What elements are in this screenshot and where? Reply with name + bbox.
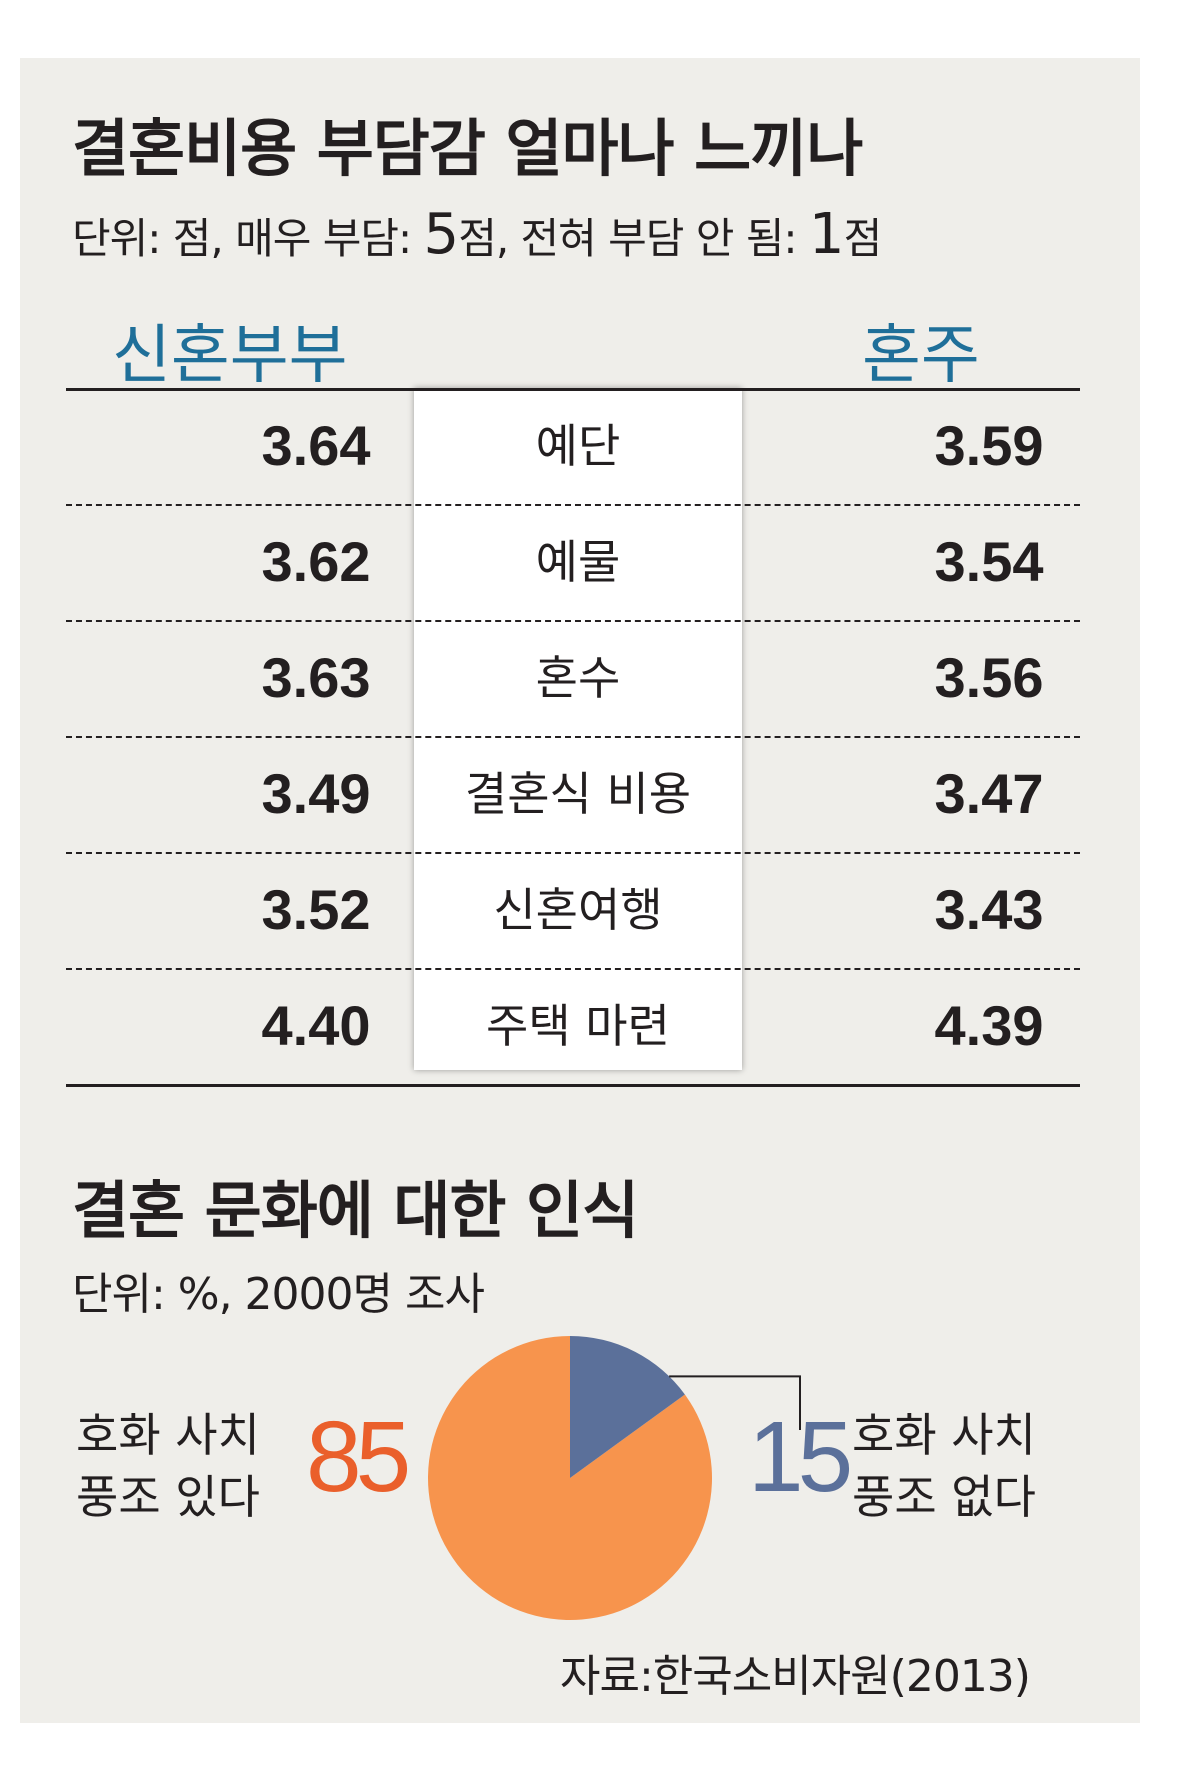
- table-title: 결혼비용 부담감 얼마나 느끼나: [72, 112, 863, 185]
- value-parents: 3.54: [934, 530, 1044, 593]
- pie-leader-line: [669, 1375, 801, 1430]
- table-bottom-rule: [66, 1084, 1080, 1087]
- value-parents: 3.59: [934, 414, 1044, 477]
- value-newlyweds: 3.64: [261, 414, 371, 477]
- pie-slice-yes: [427, 1335, 712, 1620]
- table-row: 3.62 예물 3.54: [66, 504, 1080, 620]
- category-label: 예단: [535, 419, 621, 473]
- table-row: 3.63 혼수 3.56: [66, 620, 1080, 736]
- table-row: 3.49 결혼식 비용 3.47: [66, 736, 1080, 852]
- value-newlyweds: 3.52: [261, 878, 371, 941]
- column-header-newlyweds: 신혼부부: [112, 319, 348, 393]
- column-header-parents: 혼주: [862, 319, 980, 393]
- value-parents: 3.43: [934, 878, 1044, 941]
- value-newlyweds: 3.49: [261, 762, 371, 825]
- table-top-rule: [66, 388, 1080, 391]
- pie-slice-no: [570, 1336, 685, 1478]
- category-label: 신혼여행: [493, 883, 663, 937]
- value-parents: 4.39: [934, 994, 1044, 1057]
- row-divider: [66, 968, 1080, 970]
- category-label: 예물: [535, 535, 621, 589]
- value-newlyweds: 4.40: [261, 994, 371, 1057]
- row-divider: [66, 620, 1080, 622]
- pie-label-no: 호화 사치 풍조 없다: [852, 1408, 1036, 1524]
- pie-title: 결혼 문화에 대한 인식: [72, 1174, 639, 1247]
- row-divider: [66, 736, 1080, 738]
- table-subtitle: 단위: 점, 매우 부담: 5점, 전혀 부담 안 됨: 1점: [72, 202, 882, 267]
- table-row: 3.64 예단 3.59: [66, 388, 1080, 504]
- category-label: 결혼식 비용: [464, 767, 692, 821]
- pie-value-yes: 85: [306, 1401, 411, 1513]
- value-newlyweds: 3.63: [261, 646, 371, 709]
- value-newlyweds: 3.62: [261, 530, 371, 593]
- pie-label-yes: 호화 사치 풍조 있다: [76, 1408, 260, 1524]
- category-label: 혼수: [535, 651, 621, 705]
- row-divider: [66, 852, 1080, 854]
- pie-subtitle: 단위: %, 2000명 조사: [72, 1269, 485, 1320]
- source-note: 자료:한국소비자원(2013): [560, 1651, 1031, 1702]
- category-column-box: [414, 388, 742, 1070]
- table-row: 4.40 주택 마련 4.39: [66, 968, 1080, 1084]
- category-label: 주택 마련: [486, 999, 670, 1053]
- value-parents: 3.56: [934, 646, 1044, 709]
- pie-value-no: 15: [748, 1401, 853, 1513]
- value-parents: 3.47: [934, 762, 1044, 825]
- table-row: 3.52 신혼여행 3.43: [66, 852, 1080, 968]
- row-divider: [66, 504, 1080, 506]
